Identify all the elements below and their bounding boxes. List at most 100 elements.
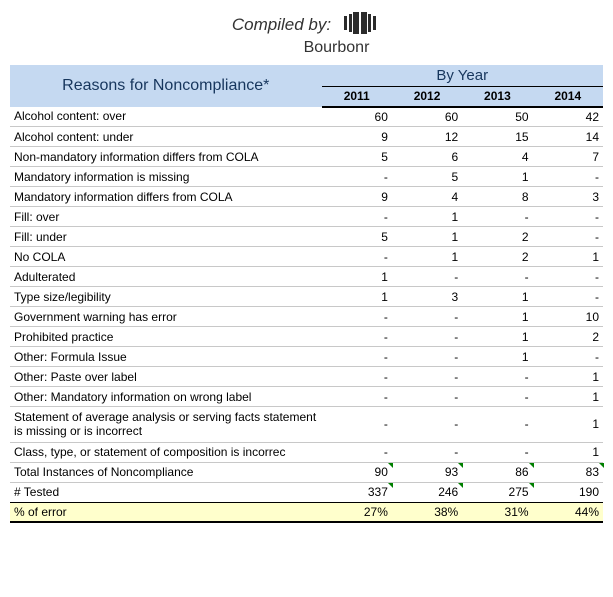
cell: 7	[533, 147, 603, 167]
row-label: Type size/legibility	[10, 287, 322, 307]
row-label: Alcohol content: under	[10, 127, 322, 147]
brand-name: Bourbonr	[70, 39, 603, 57]
table-row: Other: Mandatory information on wrong la…	[10, 387, 603, 407]
cell: 14	[533, 127, 603, 147]
total-instances-2012: 93	[392, 462, 462, 482]
cell: -	[322, 307, 392, 327]
cell: -	[322, 367, 392, 387]
cell: 1	[462, 167, 532, 187]
error-2011: 27%	[322, 502, 392, 522]
error-label: % of error	[10, 502, 322, 522]
cell: 9	[322, 187, 392, 207]
cell: 1	[322, 267, 392, 287]
cell: -	[533, 227, 603, 247]
table-row: Alcohol content: over60605042	[10, 107, 603, 127]
cell: -	[322, 387, 392, 407]
cell: -	[392, 347, 462, 367]
row-label: Fill: over	[10, 207, 322, 227]
noncompliance-table: Reasons for Noncompliance* By Year 2011 …	[10, 65, 603, 523]
cell: 1	[533, 407, 603, 443]
cell: -	[462, 387, 532, 407]
cell: 1	[533, 247, 603, 267]
cell: -	[533, 347, 603, 367]
cell: 2	[462, 247, 532, 267]
cell: 50	[462, 107, 532, 127]
error-2013: 31%	[462, 502, 532, 522]
cell: -	[392, 442, 462, 462]
table-row: Fill: under512-	[10, 227, 603, 247]
row-label: Fill: under	[10, 227, 322, 247]
total-instances-label: Total Instances of Noncompliance	[10, 462, 322, 482]
error-2012: 38%	[392, 502, 462, 522]
row-label: Other: Mandatory information on wrong la…	[10, 387, 322, 407]
row-label: Prohibited practice	[10, 327, 322, 347]
total-instances-row: Total Instances of Noncompliance 90 93 8…	[10, 462, 603, 482]
cell: 1	[462, 327, 532, 347]
tested-2013: 275	[462, 482, 532, 502]
cell: 5	[322, 227, 392, 247]
cell: 1	[462, 307, 532, 327]
cell: -	[322, 327, 392, 347]
cell: 1	[462, 287, 532, 307]
cell: -	[392, 327, 462, 347]
cell: -	[462, 442, 532, 462]
cell: -	[322, 207, 392, 227]
total-instances-2014: 83	[533, 462, 603, 482]
cell: -	[392, 387, 462, 407]
table-row: Adulterated1---	[10, 267, 603, 287]
cell: 10	[533, 307, 603, 327]
table-row: Alcohol content: under9121514	[10, 127, 603, 147]
cell: 1	[533, 387, 603, 407]
cell: -	[322, 167, 392, 187]
table-row: Class, type, or statement of composition…	[10, 442, 603, 462]
table-row: Prohibited practice--12	[10, 327, 603, 347]
cell: -	[392, 407, 462, 443]
cell: -	[322, 247, 392, 267]
cell: 42	[533, 107, 603, 127]
cell: 9	[322, 127, 392, 147]
cell: 1	[533, 367, 603, 387]
tested-2014: 190	[533, 482, 603, 502]
cell: 15	[462, 127, 532, 147]
table-row: Type size/legibility131-	[10, 287, 603, 307]
table-row: Other: Paste over label---1	[10, 367, 603, 387]
row-label: Non-mandatory information differs from C…	[10, 147, 322, 167]
table-row: No COLA-121	[10, 247, 603, 267]
row-label: Mandatory information differs from COLA	[10, 187, 322, 207]
cell: 1	[392, 207, 462, 227]
cell: 1	[533, 442, 603, 462]
total-instances-2011: 90	[322, 462, 392, 482]
tested-label: # Tested	[10, 482, 322, 502]
compiled-by-label: Compiled by:	[232, 15, 331, 35]
row-label: Statement of average analysis or serving…	[10, 407, 322, 443]
error-row: % of error 27% 38% 31% 44%	[10, 502, 603, 522]
table-row: Statement of average analysis or serving…	[10, 407, 603, 443]
row-label: Other: Formula Issue	[10, 347, 322, 367]
cell: 4	[462, 147, 532, 167]
cell: 3	[392, 287, 462, 307]
table-row: Mandatory information differs from COLA9…	[10, 187, 603, 207]
cell: -	[462, 207, 532, 227]
table-row: Fill: over-1--	[10, 207, 603, 227]
year-col-0: 2011	[322, 87, 392, 107]
cell: -	[533, 287, 603, 307]
cell: -	[462, 367, 532, 387]
cell: -	[392, 367, 462, 387]
total-instances-2013: 86	[462, 462, 532, 482]
tested-2012: 246	[392, 482, 462, 502]
row-label: Adulterated	[10, 267, 322, 287]
row-label: Other: Paste over label	[10, 367, 322, 387]
cell: 1	[322, 287, 392, 307]
compiled-by-row: Compiled by:	[10, 10, 603, 39]
cell: 8	[462, 187, 532, 207]
reasons-header: Reasons for Noncompliance*	[10, 65, 322, 107]
cell: -	[392, 307, 462, 327]
cell: 5	[392, 167, 462, 187]
row-label: No COLA	[10, 247, 322, 267]
cell: -	[533, 267, 603, 287]
cell: 2	[533, 327, 603, 347]
cell: 1	[392, 227, 462, 247]
cell: 2	[462, 227, 532, 247]
cell: 3	[533, 187, 603, 207]
cell: 6	[392, 147, 462, 167]
